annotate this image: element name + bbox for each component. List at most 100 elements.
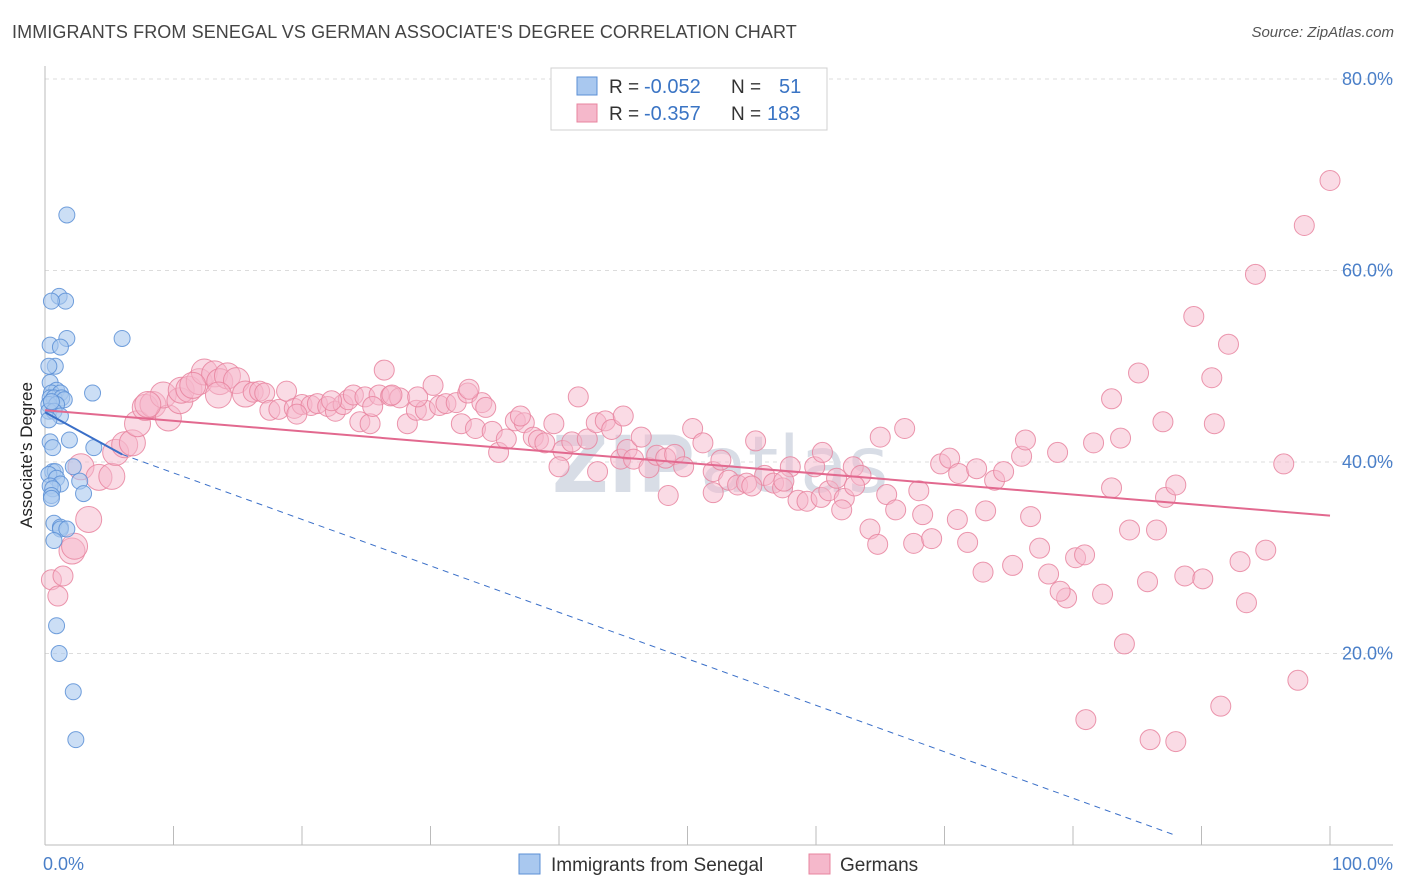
pink-point (912, 504, 934, 526)
pink-point (993, 461, 1015, 483)
blue-point (42, 393, 60, 411)
gridlines (45, 78, 1393, 654)
pink-point (1139, 729, 1161, 751)
pink-point (826, 467, 848, 489)
pink-point (957, 531, 979, 553)
legend-n-value-blue: 51 (779, 76, 801, 98)
bottom-legend-swatch-blue (518, 853, 541, 875)
pink-point (362, 395, 384, 417)
pink-point (657, 485, 679, 507)
pink-point (831, 499, 853, 521)
blue-point (75, 485, 93, 503)
pink-point (869, 426, 891, 448)
bottom-legend-label-blue: Immigrants from Senegal (551, 855, 763, 876)
pink-point (1029, 537, 1051, 559)
pink-point (1229, 551, 1251, 573)
pink-point (741, 475, 763, 497)
pink-point (458, 378, 480, 400)
blue-point (50, 645, 68, 662)
pink-point (475, 396, 497, 418)
pink-point (867, 533, 889, 555)
blue-point (57, 292, 75, 310)
pink-point (946, 508, 968, 530)
pink-point (908, 480, 930, 502)
legend-n-value-pink: 183 (767, 103, 800, 125)
legend-n-label-pink: N = (731, 104, 761, 125)
blue-point (84, 384, 102, 402)
pink-point (1235, 592, 1257, 614)
axes (44, 66, 1393, 846)
pink-point (673, 456, 695, 478)
pink-point (61, 532, 89, 560)
pink-point (407, 386, 429, 408)
pink-point (972, 561, 994, 583)
blue-point (64, 458, 82, 476)
blue-point (64, 683, 82, 701)
pink-point (1038, 563, 1060, 585)
chart-title: IMMIGRANTS FROM SENEGAL VS GERMAN ASSOCI… (12, 22, 797, 42)
blue-point (58, 520, 76, 538)
pink-point (773, 470, 795, 492)
pink-point (948, 462, 970, 484)
blue-point (60, 431, 78, 449)
pink-point (587, 461, 609, 483)
pink-point (1203, 413, 1225, 435)
blue-point (48, 617, 66, 635)
pink-point (75, 505, 103, 533)
y-axis-title: Associate's Degree (17, 382, 36, 528)
pink-point (630, 426, 652, 448)
tick-labels: 20.0% 40.0% 60.0% 80.0% 0.0% 100.0% (43, 69, 1393, 874)
blue-point (45, 532, 63, 550)
pink-point (286, 403, 308, 425)
blue-point (44, 439, 62, 457)
pink-point (1101, 477, 1123, 499)
y-tick-label: 20.0% (1342, 644, 1393, 664)
pink-point (1152, 411, 1174, 433)
pink-point (1183, 305, 1205, 327)
pink-point (1075, 709, 1097, 731)
pink-point (1074, 544, 1096, 566)
pink-point (47, 585, 69, 607)
legend-box: R = -0.052 N = 51 R = -0.357 N = 183 (550, 67, 828, 131)
legend-r-value-blue: -0.052 (644, 76, 701, 98)
pink-point (1137, 571, 1159, 593)
pink-point (692, 432, 714, 454)
pink-point (1049, 580, 1071, 602)
legend-r-label-blue: R = (609, 77, 639, 98)
y-tick-label: 80.0% (1342, 69, 1393, 89)
bottom-legend-swatch-pink (808, 853, 831, 875)
pink-point (966, 458, 988, 480)
y-tick-label: 60.0% (1342, 261, 1393, 281)
pink-point (1113, 633, 1135, 655)
pink-point (903, 532, 925, 554)
pink-point (276, 380, 298, 402)
pink-point (1014, 429, 1036, 451)
pink-point (1101, 388, 1123, 410)
blue-point (58, 206, 76, 224)
legend-n-label-blue: N = (731, 77, 761, 98)
pink-point (612, 405, 634, 427)
blue-point (40, 357, 58, 375)
pink-point (1002, 554, 1024, 576)
legend-swatch-pink (576, 103, 598, 123)
bottom-legend-label-pink: Germans (840, 855, 918, 876)
legend-r-label-pink: R = (609, 104, 639, 125)
pink-point (134, 391, 162, 419)
pink-point (495, 428, 517, 450)
blue-trend-line (44, 411, 123, 456)
bottom-legend: Immigrants from Senegal Germans (518, 853, 918, 876)
y-tick-label: 40.0% (1342, 452, 1393, 472)
pink-point (975, 500, 997, 522)
pink-point (1047, 441, 1069, 463)
pink-point (702, 482, 724, 504)
pink-point (576, 428, 598, 450)
pink-point (1092, 583, 1114, 605)
pink-point (745, 430, 767, 452)
pink-point (543, 413, 565, 435)
pink-point (885, 499, 907, 521)
pink-point (1201, 367, 1223, 389)
blue-point (51, 338, 69, 356)
blue-point (113, 329, 131, 347)
legend-r-value-pink: -0.357 (644, 103, 701, 125)
